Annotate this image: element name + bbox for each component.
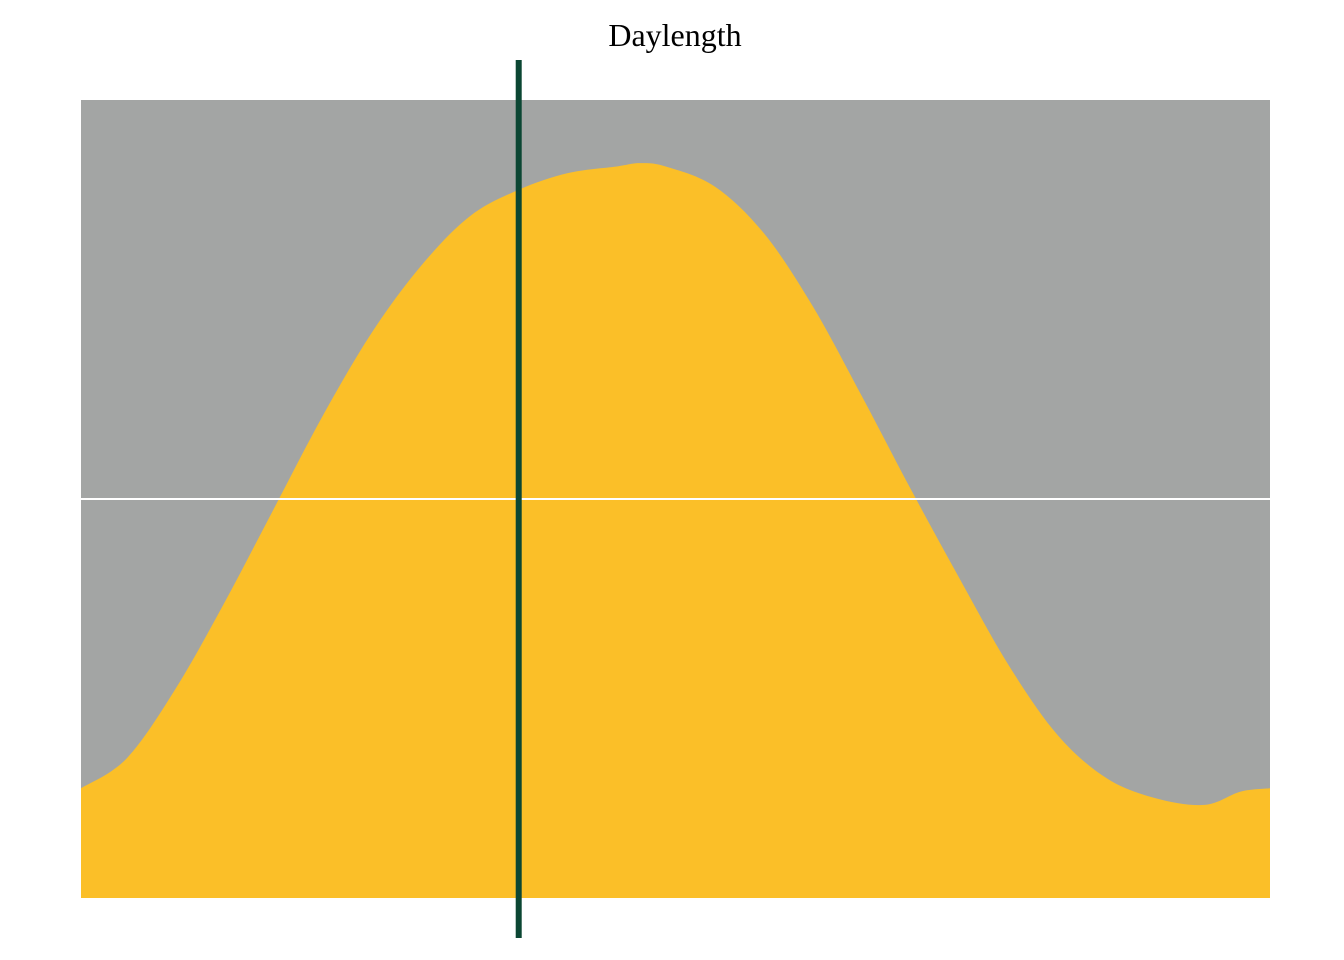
plot-area	[81, 60, 1270, 938]
daylight-area	[81, 163, 1270, 898]
chart-title: Daylength	[608, 17, 741, 53]
